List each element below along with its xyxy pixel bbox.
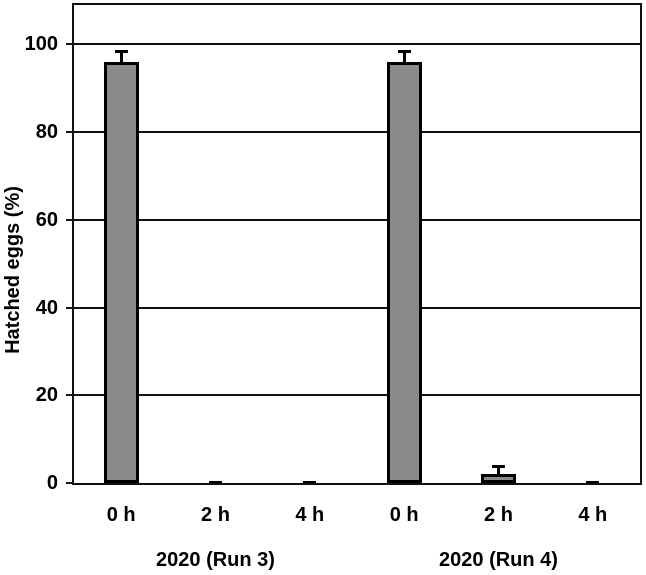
y-tick-label: 40: [35, 296, 58, 319]
y-tick-mark: [66, 306, 72, 309]
x-tick-label: 0 h: [106, 504, 136, 526]
y-tick-label: 80: [35, 121, 58, 144]
bar-2020-Run-4--2-h: [481, 474, 516, 483]
x-tick-label: 2 h: [484, 504, 513, 526]
gridline-60: [74, 218, 640, 221]
x-tick-label: 0 h: [389, 504, 419, 526]
error-bar-cap: [114, 50, 128, 54]
y-tick-mark: [66, 218, 72, 221]
y-tick-mark: [66, 43, 72, 46]
y-tick-mark: [66, 131, 72, 134]
error-bar-cap: [397, 50, 411, 54]
error-bar-stem: [119, 51, 123, 62]
group-label: 2020 (Run 4): [439, 549, 558, 571]
plot-area: [72, 3, 642, 485]
x-tick-label: 4 h: [578, 504, 608, 526]
bar-near-zero-2020-Run-3--4-h: [303, 481, 317, 483]
x-tick-label: 4 h: [295, 504, 325, 526]
gridline-20: [74, 394, 640, 397]
error-bar-cap: [492, 465, 505, 469]
y-tick-label: 0: [46, 472, 58, 494]
error-bar-stem: [497, 466, 500, 475]
gridline-100: [74, 43, 640, 46]
group-label: 2020 (Run 3): [156, 549, 275, 571]
gridline-40: [74, 306, 640, 309]
y-tick-mark: [66, 482, 72, 484]
bar-2020-Run-3--0-h: [103, 62, 139, 483]
bar-2020-Run-4--0-h: [386, 62, 422, 483]
bar-near-zero-2020-Run-4--4-h: [586, 481, 600, 483]
bar-near-zero-2020-Run-3--2-h: [209, 481, 222, 483]
y-tick-label: 20: [35, 384, 58, 407]
y-tick-label: 60: [35, 208, 58, 231]
error-bar-stem: [402, 51, 406, 62]
y-tick-mark: [66, 394, 72, 397]
x-tick-label: 2 h: [201, 504, 230, 526]
y-tick-label: 100: [24, 33, 58, 56]
gridline-80: [74, 131, 640, 134]
